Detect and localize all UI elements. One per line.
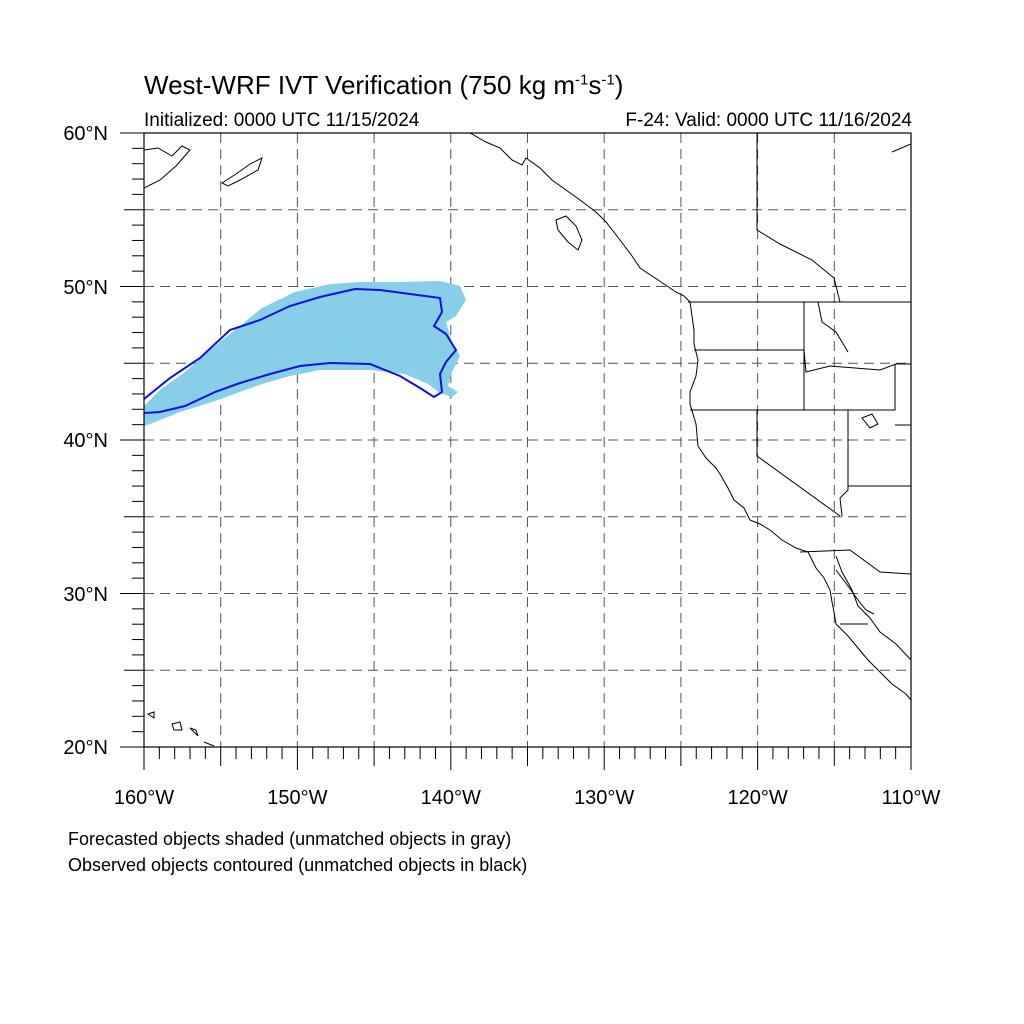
forecast-ivt-object <box>144 281 466 426</box>
grid-lines <box>144 133 911 747</box>
map-notes: Forecasted objects shaded (unmatched obj… <box>68 826 527 878</box>
lon-label-110w: 110°W <box>882 787 941 809</box>
minor-ticks <box>120 132 912 770</box>
coastlines-borders <box>144 133 911 747</box>
lat-label-40n: 40°N <box>63 430 108 452</box>
initialized-label: Initialized: 0000 UTC 11/15/2024 <box>144 110 420 131</box>
lon-label-130w: 130°W <box>574 787 634 809</box>
lat-label-50n: 50°N <box>63 277 108 299</box>
lon-label-140w: 140°W <box>421 787 481 809</box>
forecast-note: Forecasted objects shaded (unmatched obj… <box>68 829 512 849</box>
title-text: West-WRF IVT Verification (750 kg m <box>144 70 576 100</box>
lon-label-150w: 150°W <box>267 787 327 809</box>
lat-label-30n: 30°N <box>63 584 108 606</box>
lon-label-120w: 120°W <box>727 787 787 809</box>
map-title: West-WRF IVT Verification (750 kg m-1s-1… <box>144 70 623 101</box>
lat-label-20n: 20°N <box>63 737 108 759</box>
minor-tick-marks <box>132 147 897 759</box>
title-close: ) <box>614 70 624 100</box>
title-exponent-1: -1 <box>575 71 589 89</box>
observed-ivt-contour <box>144 287 458 414</box>
lon-label-160w: 160°W <box>114 787 174 809</box>
title-exponent-2: -1 <box>601 71 615 89</box>
observed-note: Observed objects contoured (unmatched ob… <box>68 855 528 875</box>
title-unit-s: s <box>588 70 602 100</box>
valid-time-label: F-24: Valid: 0000 UTC 11/16/2024 <box>625 110 912 131</box>
lat-label-60n: 60°N <box>63 123 108 145</box>
